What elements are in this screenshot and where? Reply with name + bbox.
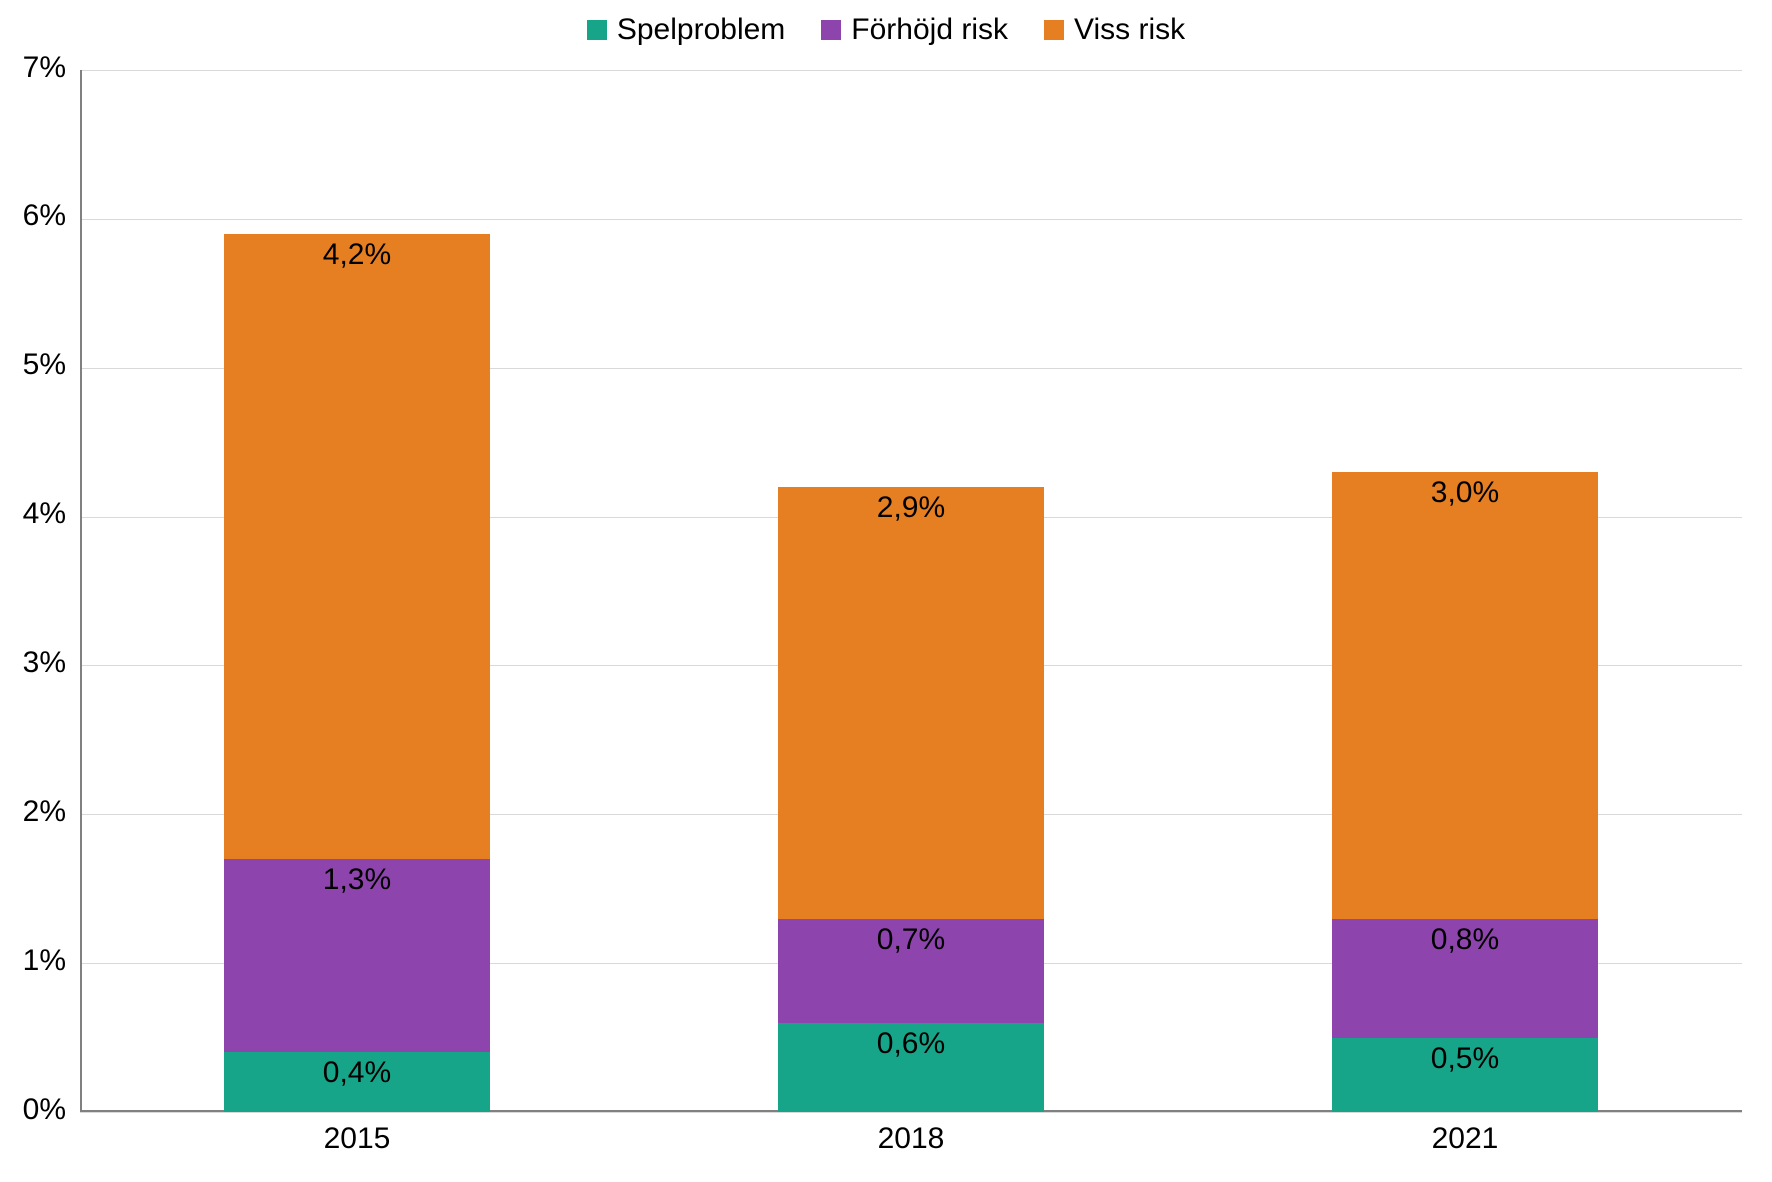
data-label: 0,8% bbox=[1332, 923, 1598, 957]
y-axis-label: 7% bbox=[0, 51, 66, 85]
y-axis-label: 6% bbox=[0, 199, 66, 233]
y-axis-label: 3% bbox=[0, 646, 66, 680]
bar-seg-spelproblem: 0,4% bbox=[224, 1052, 490, 1112]
legend-item-viss-risk: Viss risk bbox=[1044, 13, 1185, 47]
data-label: 3,0% bbox=[1332, 476, 1598, 510]
x-axis-label: 2021 bbox=[1188, 1122, 1742, 1156]
bar-seg-forhojd-risk: 0,8% bbox=[1332, 919, 1598, 1038]
x-axis-label: 2018 bbox=[634, 1122, 1188, 1156]
legend-swatch-viss-risk bbox=[1044, 20, 1064, 40]
legend-item-spelproblem: Spelproblem bbox=[587, 13, 785, 47]
bar-seg-forhojd-risk: 1,3% bbox=[224, 859, 490, 1053]
y-axis-label: 0% bbox=[0, 1093, 66, 1127]
data-label: 1,3% bbox=[224, 863, 490, 897]
legend-item-forhojd-risk: Förhöjd risk bbox=[821, 13, 1008, 47]
bar-seg-spelproblem: 0,6% bbox=[778, 1023, 1044, 1112]
data-label: 0,5% bbox=[1332, 1042, 1598, 1076]
bar-seg-spelproblem: 0,5% bbox=[1332, 1038, 1598, 1112]
legend-swatch-forhojd-risk bbox=[821, 20, 841, 40]
legend: Spelproblem Förhöjd risk Viss risk bbox=[0, 0, 1772, 60]
data-label: 0,6% bbox=[778, 1027, 1044, 1061]
bar-seg-viss-risk: 4,2% bbox=[224, 234, 490, 859]
bar-seg-viss-risk: 2,9% bbox=[778, 487, 1044, 919]
legend-label-forhojd-risk: Förhöjd risk bbox=[851, 13, 1008, 47]
plot-area: 0% 1% 2% 3% 4% 5% 6% 7% 0,4% 1,3% 4,2% 0… bbox=[80, 70, 1742, 1112]
bar-seg-forhojd-risk: 0,7% bbox=[778, 919, 1044, 1023]
data-label: 0,7% bbox=[778, 923, 1044, 957]
y-axis-label: 2% bbox=[0, 795, 66, 829]
bar-2021: 0,5% 0,8% 3,0% bbox=[1332, 70, 1598, 1112]
gridline bbox=[80, 1112, 1742, 1113]
y-axis-label: 5% bbox=[0, 348, 66, 382]
data-label: 0,4% bbox=[224, 1056, 490, 1090]
data-label: 2,9% bbox=[778, 491, 1044, 525]
legend-swatch-spelproblem bbox=[587, 20, 607, 40]
y-axis-label: 4% bbox=[0, 497, 66, 531]
data-label: 4,2% bbox=[224, 238, 490, 272]
bar-2018: 0,6% 0,7% 2,9% bbox=[778, 70, 1044, 1112]
x-axis-label: 2015 bbox=[80, 1122, 634, 1156]
y-axis-line bbox=[80, 70, 82, 1112]
legend-label-viss-risk: Viss risk bbox=[1074, 13, 1185, 47]
y-axis-label: 1% bbox=[0, 944, 66, 978]
bar-2015: 0,4% 1,3% 4,2% bbox=[224, 70, 490, 1112]
stacked-bar-chart: Spelproblem Förhöjd risk Viss risk 0% 1%… bbox=[0, 0, 1772, 1182]
legend-label-spelproblem: Spelproblem bbox=[617, 13, 785, 47]
bar-seg-viss-risk: 3,0% bbox=[1332, 472, 1598, 919]
